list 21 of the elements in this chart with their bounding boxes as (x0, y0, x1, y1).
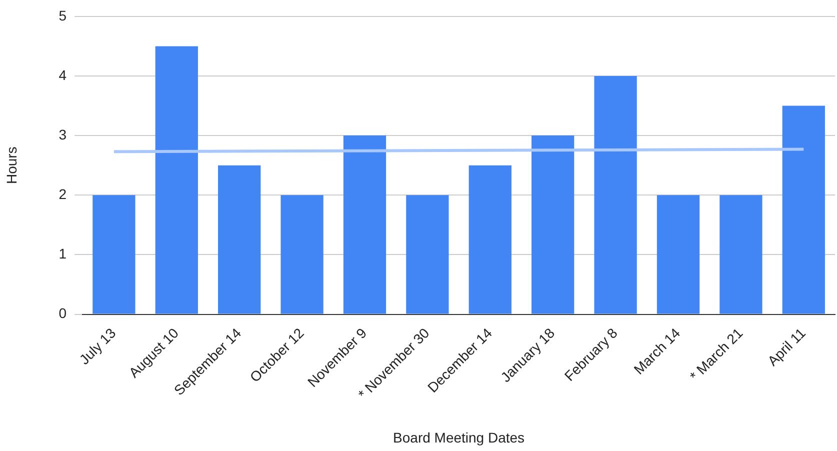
bar (218, 165, 261, 314)
bar (594, 76, 637, 314)
x-axis-title: Board Meeting Dates (393, 429, 525, 446)
y-tick-label: 4 (58, 66, 67, 83)
y-tick-label: 1 (58, 246, 67, 262)
y-tick-label: 2 (58, 186, 67, 202)
bar (656, 195, 700, 314)
bar (532, 136, 574, 314)
bar (782, 106, 825, 314)
bar (92, 195, 136, 314)
y-tick-label: 5 (58, 7, 67, 24)
bar (280, 195, 324, 314)
bar (406, 195, 449, 314)
bar (155, 46, 198, 314)
y-tick-label: 0 (58, 305, 67, 322)
y-tick-label: 3 (58, 126, 67, 142)
x-tick-label: July 13 (76, 324, 119, 368)
bar (343, 136, 386, 314)
y-axis-title: Hours (3, 146, 20, 184)
bar (720, 195, 762, 314)
bar (468, 165, 512, 314)
